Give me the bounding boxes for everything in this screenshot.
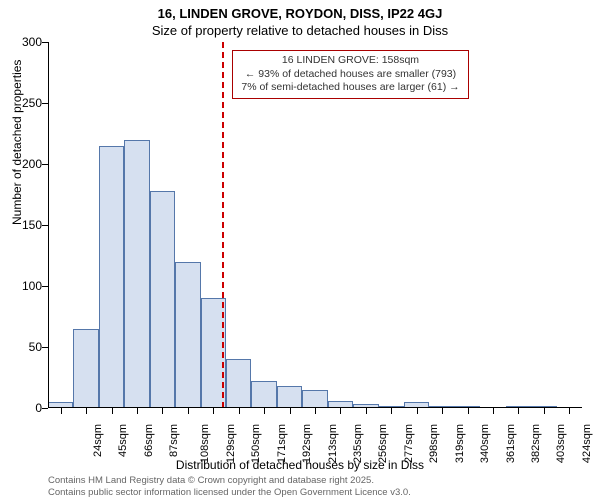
y-tick-label: 150 bbox=[22, 218, 42, 232]
x-tick bbox=[544, 408, 545, 414]
x-tick bbox=[315, 408, 316, 414]
x-tick-label: 87sqm bbox=[168, 424, 180, 457]
x-tick bbox=[112, 408, 113, 414]
chart-title-line1: 16, LINDEN GROVE, ROYDON, DISS, IP22 4GJ bbox=[0, 0, 600, 21]
x-axis-title: Distribution of detached houses by size … bbox=[0, 458, 600, 472]
x-tick bbox=[468, 408, 469, 414]
x-tick bbox=[569, 408, 570, 414]
annotation-line: 7% of semi-detached houses are larger (6… bbox=[241, 81, 459, 95]
x-tick bbox=[264, 408, 265, 414]
annotation-line: ← 93% of detached houses are smaller (79… bbox=[241, 68, 459, 82]
chart-plot-area: 05010015020025030024sqm45sqm66sqm87sqm10… bbox=[48, 42, 582, 408]
histogram-bar bbox=[226, 359, 251, 408]
y-tick-label: 0 bbox=[35, 401, 42, 415]
x-tick bbox=[442, 408, 443, 414]
footer-attribution: Contains HM Land Registry data © Crown c… bbox=[48, 475, 411, 498]
histogram-bar bbox=[150, 191, 175, 408]
histogram-bar bbox=[277, 386, 302, 408]
footer-line1: Contains HM Land Registry data © Crown c… bbox=[48, 475, 411, 486]
x-tick-label: 66sqm bbox=[143, 424, 155, 457]
annotation-line: 16 LINDEN GROVE: 158sqm bbox=[241, 54, 459, 68]
x-tick-label: 45sqm bbox=[117, 424, 129, 457]
y-tick-label: 250 bbox=[22, 96, 42, 110]
histogram-bar bbox=[251, 381, 276, 408]
x-tick bbox=[162, 408, 163, 414]
y-axis-title: Number of detached properties bbox=[10, 60, 24, 225]
y-tick-label: 50 bbox=[29, 340, 42, 354]
x-tick bbox=[417, 408, 418, 414]
marker-line bbox=[222, 42, 224, 408]
x-tick bbox=[366, 408, 367, 414]
x-tick bbox=[61, 408, 62, 414]
x-tick bbox=[518, 408, 519, 414]
x-tick bbox=[340, 408, 341, 414]
y-axis-line bbox=[48, 42, 49, 408]
histogram-bar bbox=[124, 140, 149, 408]
x-tick-label: 24sqm bbox=[92, 424, 104, 457]
footer-line2: Contains public sector information licen… bbox=[48, 487, 411, 498]
x-tick bbox=[213, 408, 214, 414]
x-tick bbox=[86, 408, 87, 414]
histogram-bar bbox=[73, 329, 98, 408]
x-tick bbox=[391, 408, 392, 414]
x-tick bbox=[290, 408, 291, 414]
y-tick-label: 100 bbox=[22, 279, 42, 293]
x-axis-line bbox=[48, 407, 582, 408]
y-tick-label: 300 bbox=[22, 35, 42, 49]
x-tick bbox=[188, 408, 189, 414]
histogram-bar bbox=[302, 390, 327, 408]
annotation-box: 16 LINDEN GROVE: 158sqm← 93% of detached… bbox=[232, 50, 468, 99]
y-tick bbox=[42, 408, 48, 409]
x-tick bbox=[239, 408, 240, 414]
x-tick bbox=[493, 408, 494, 414]
y-tick-label: 200 bbox=[22, 157, 42, 171]
chart-title-line2: Size of property relative to detached ho… bbox=[0, 21, 600, 38]
x-tick bbox=[137, 408, 138, 414]
histogram-bar bbox=[99, 146, 124, 408]
histogram-bar bbox=[175, 262, 200, 408]
